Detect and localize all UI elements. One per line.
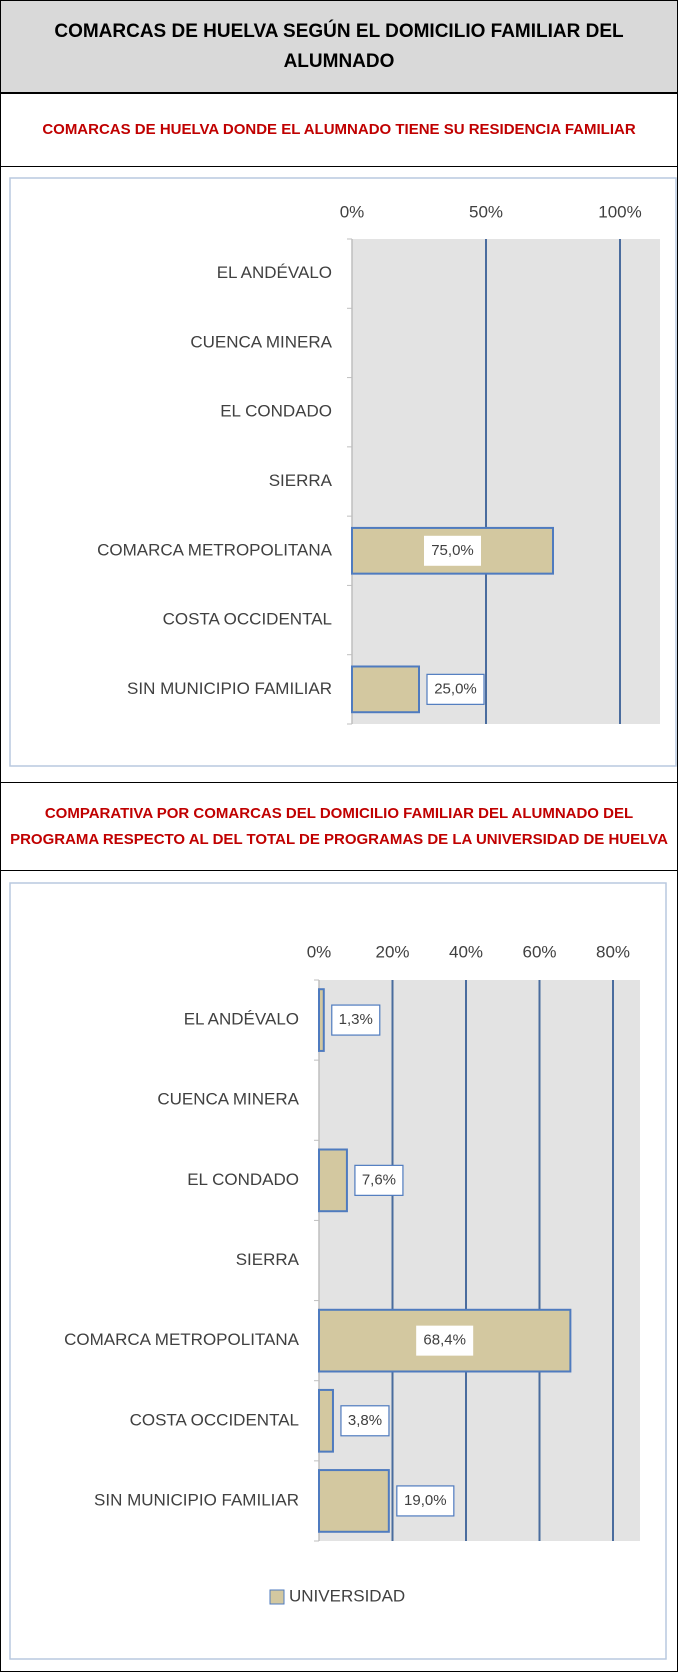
bar [318,1148,348,1213]
data-label: 25,0% [434,680,477,697]
data-label-box [340,1405,390,1437]
x-tick-label: 0% [307,942,332,961]
bar [318,1469,390,1533]
data-label: 1,3% [339,1011,373,1028]
chart-title: COMPARATIVA POR COMARCAS DEL DOMICILIO F… [10,804,668,848]
bar [318,988,325,1052]
plot-area [352,239,660,724]
y-tick-label: EL CONDADO [220,402,332,421]
x-tick-label: 50% [469,202,503,221]
y-tick-label: COSTA OCCIDENTAL [130,1410,299,1429]
data-label-box [424,535,481,566]
x-tick-label: 80% [596,942,630,961]
x-tick-label: 40% [449,942,483,961]
data-label: 3,8% [348,1412,382,1429]
legend-swatch [269,1589,285,1605]
data-label-box [331,1004,381,1036]
x-tick-label: 60% [522,942,556,961]
plot-area [319,980,640,1541]
data-label: 68,4% [423,1332,466,1349]
data-label-box [416,1325,474,1356]
bar [351,665,420,714]
header-title: COMARCAS DE HUELVA SEGÚN EL DOMICILIO FA… [0,0,678,93]
y-tick-label: SIN MUNICIPIO FAMILIAR [94,1490,299,1509]
y-tick-label: CUENCA MINERA [157,1090,299,1109]
y-tick-label: SIERRA [236,1250,300,1269]
y-tick-label: EL ANDÉVALO [217,263,332,282]
data-label: 7,6% [362,1171,396,1188]
chart-title: COMARCAS DE HUELVA DONDE EL ALUMNADO TIE… [42,121,636,138]
y-tick-label: COMARCA METROPOLITANA [64,1330,300,1349]
y-tick-label: SIERRA [269,471,333,490]
y-tick-label: COMARCA METROPOLITANA [97,540,333,559]
y-tick-label: COSTA OCCIDENTAL [163,610,332,629]
bar [318,1388,334,1453]
data-label-box [426,673,485,705]
x-tick-label: 0% [340,202,365,221]
data-label: 75,0% [431,542,474,559]
data-label: 19,0% [404,1492,447,1509]
x-tick-label: 100% [598,202,641,221]
y-tick-label: EL CONDADO [187,1170,299,1189]
y-tick-label: EL ANDÉVALO [184,1010,299,1029]
legend-label: UNIVERSIDAD [289,1586,405,1605]
data-label-box [396,1485,455,1517]
data-label-box [354,1164,404,1196]
y-tick-label: CUENCA MINERA [190,332,332,351]
y-tick-label: SIN MUNICIPIO FAMILIAR [127,679,332,698]
x-tick-label: 20% [375,942,409,961]
